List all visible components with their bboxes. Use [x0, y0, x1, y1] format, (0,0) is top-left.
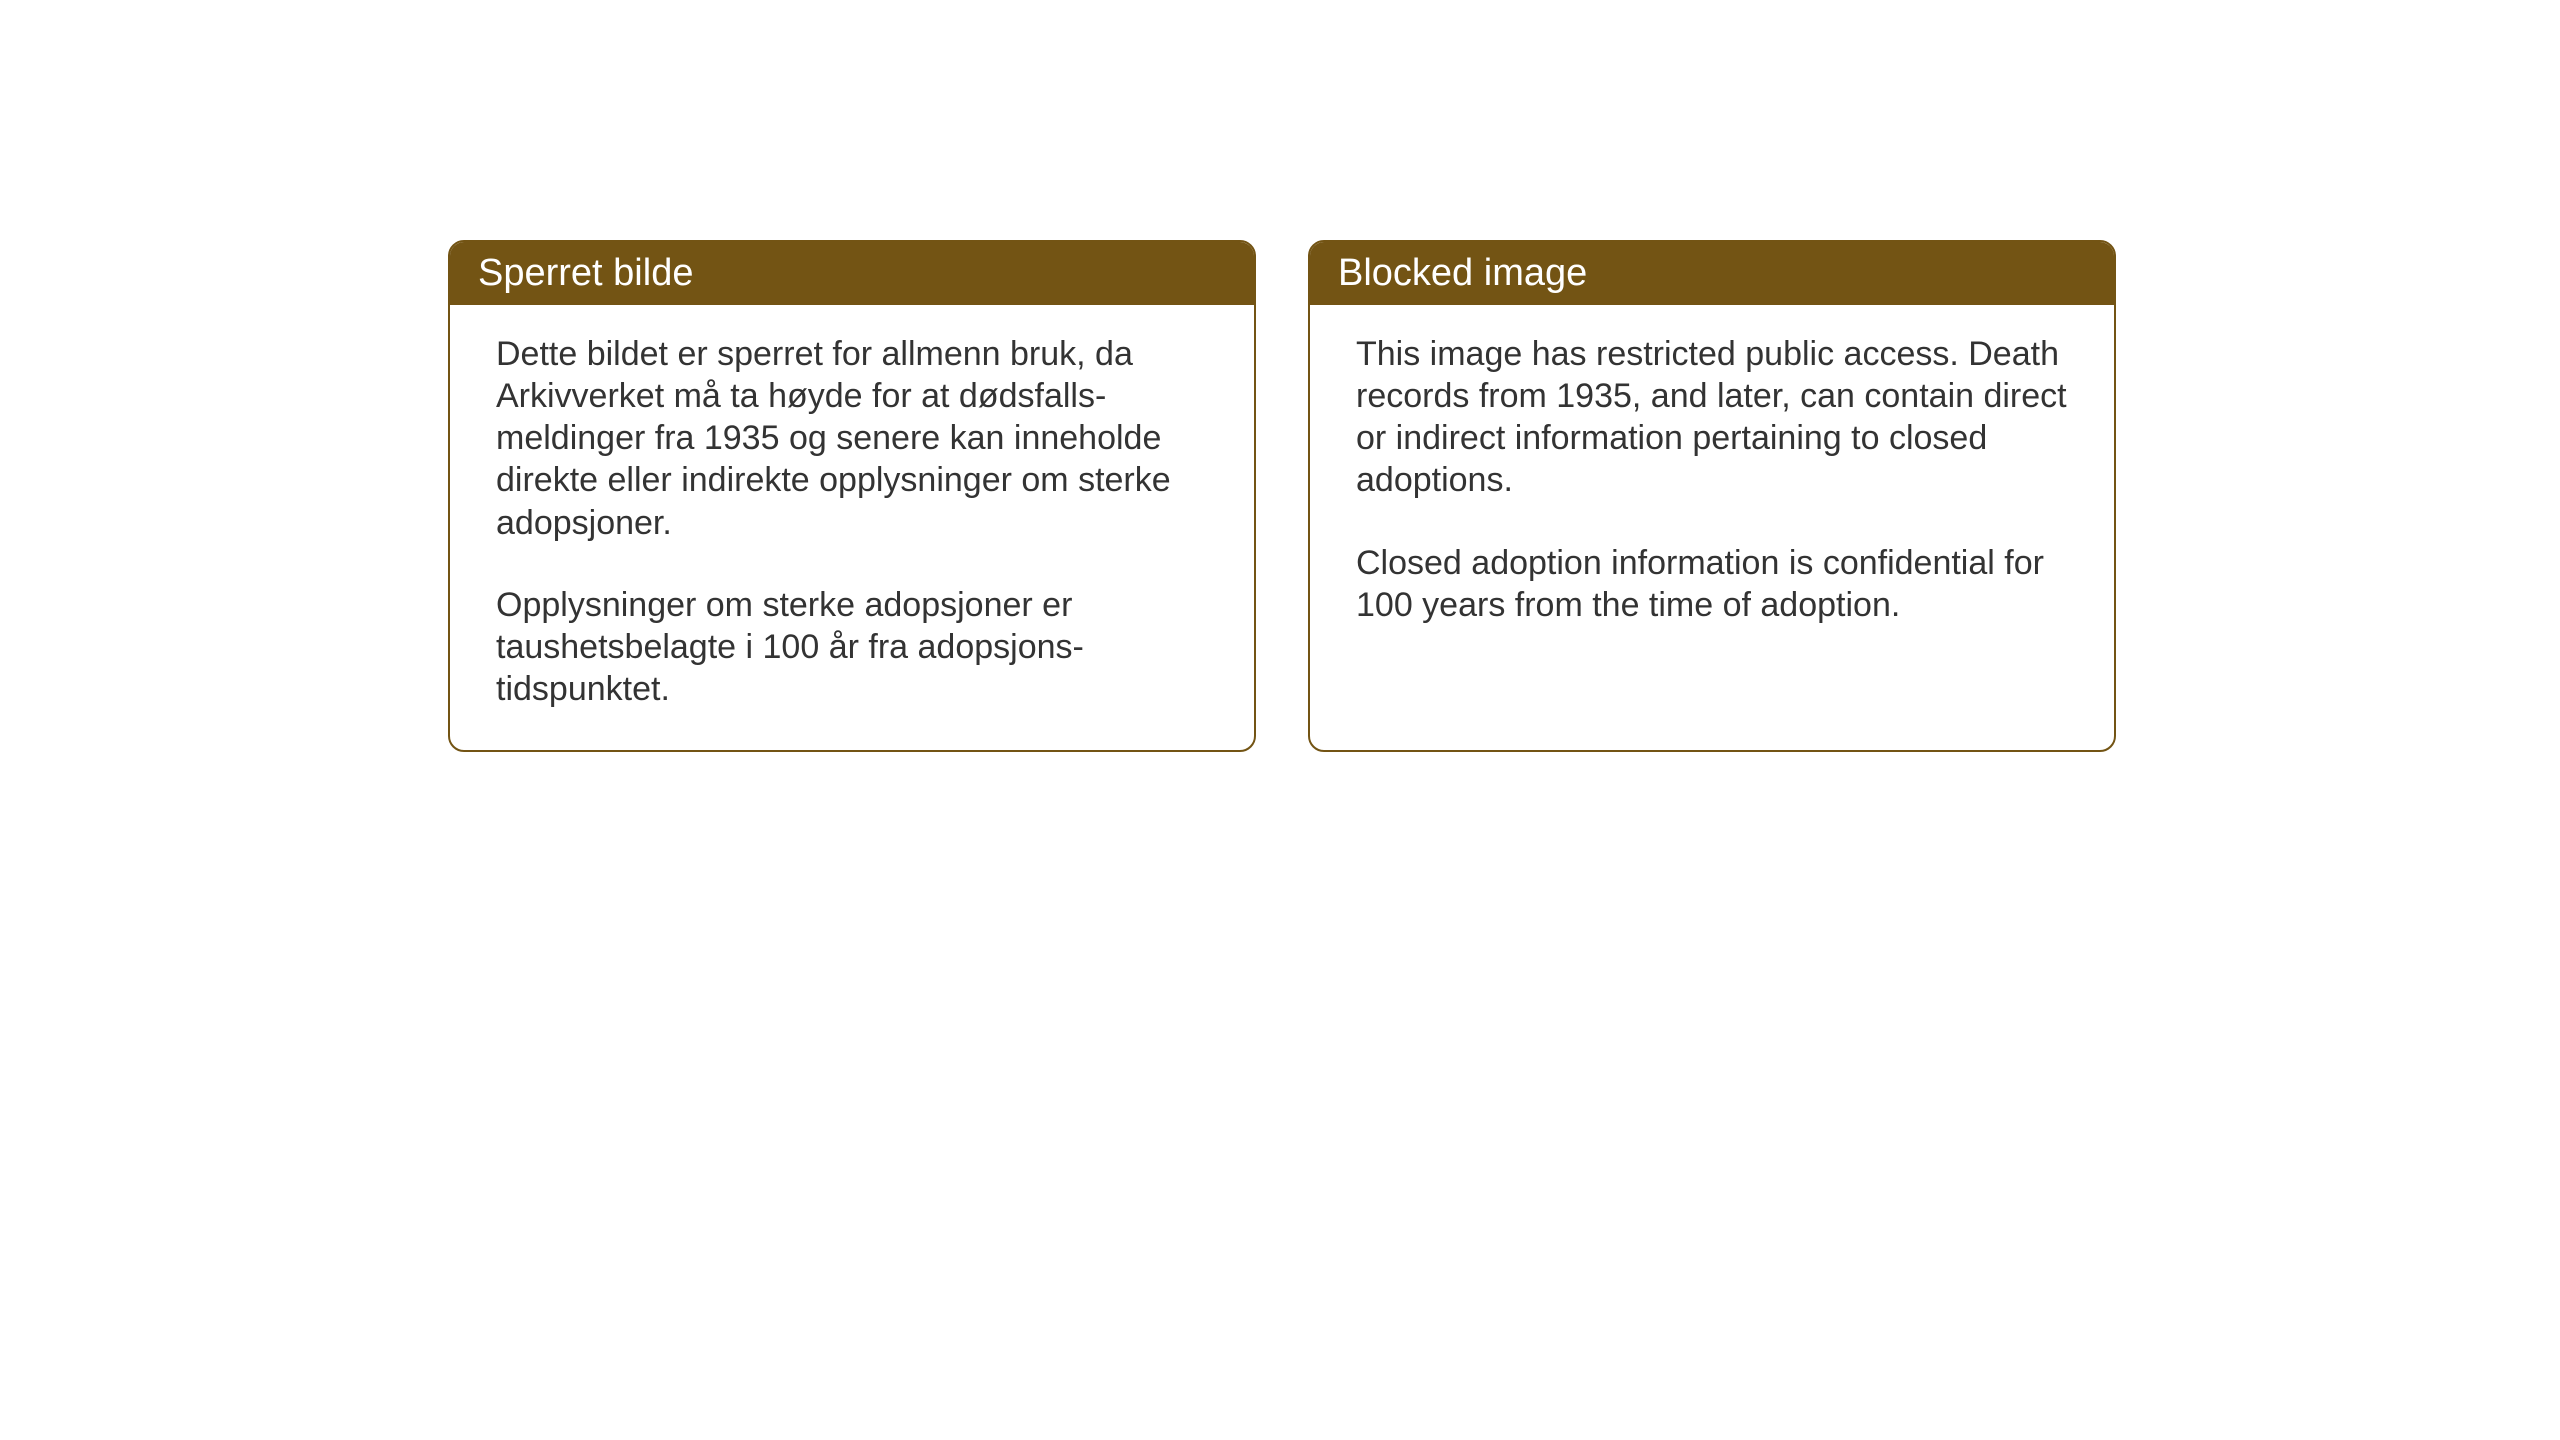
- notice-cards-container: Sperret bilde Dette bildet er sperret fo…: [448, 240, 2560, 752]
- card-paragraph-1-english: This image has restricted public access.…: [1356, 333, 2068, 502]
- notice-card-english: Blocked image This image has restricted …: [1308, 240, 2116, 752]
- card-paragraph-2-english: Closed adoption information is confident…: [1356, 542, 2068, 626]
- card-title-english: Blocked image: [1338, 252, 1587, 294]
- card-body-norwegian: Dette bildet er sperret for allmenn bruk…: [450, 305, 1254, 750]
- notice-card-norwegian: Sperret bilde Dette bildet er sperret fo…: [448, 240, 1256, 752]
- card-header-norwegian: Sperret bilde: [450, 242, 1254, 305]
- card-body-english: This image has restricted public access.…: [1310, 305, 2114, 745]
- card-title-norwegian: Sperret bilde: [478, 252, 693, 294]
- card-paragraph-1-norwegian: Dette bildet er sperret for allmenn bruk…: [496, 333, 1208, 544]
- card-paragraph-2-norwegian: Opplysninger om sterke adopsjoner er tau…: [496, 584, 1208, 710]
- card-header-english: Blocked image: [1310, 242, 2114, 305]
